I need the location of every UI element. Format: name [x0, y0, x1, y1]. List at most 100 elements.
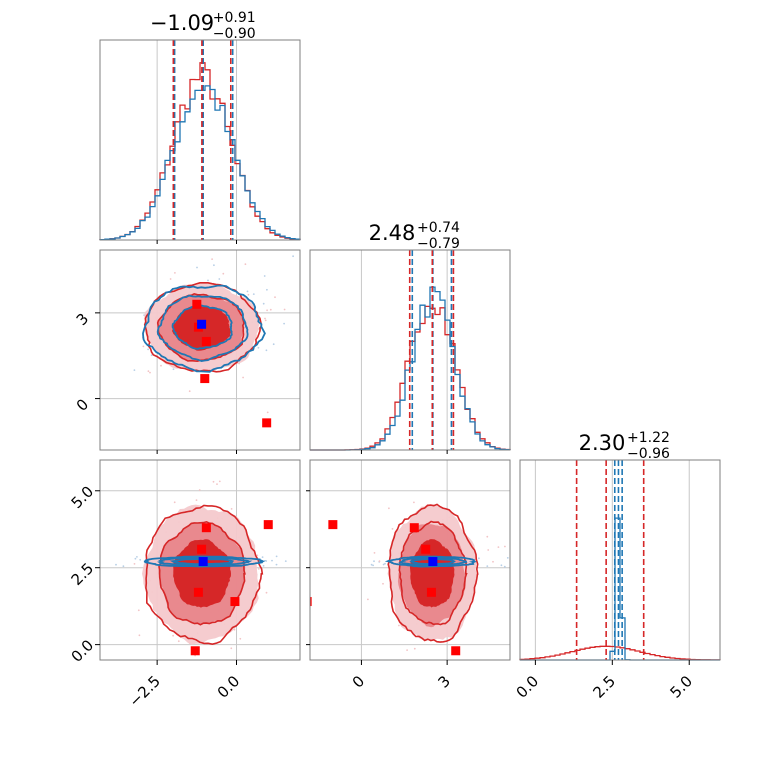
sample-dot [173, 501, 176, 504]
histogram-blue [520, 517, 720, 661]
sample-dot [373, 552, 376, 554]
sample-dot [283, 322, 285, 325]
sample-dot [271, 559, 273, 562]
sample-dot [174, 272, 176, 274]
blue-contour-line [398, 556, 468, 567]
truth-marker-red [201, 523, 211, 533]
sample-dot [264, 317, 266, 320]
sample-dot [147, 370, 150, 373]
panel-content [100, 250, 300, 450]
sample-dot [195, 499, 198, 501]
blue-contour-line [171, 304, 233, 350]
sample-dot [177, 640, 180, 643]
sample-dot [147, 348, 150, 351]
truth-marker-red [328, 520, 338, 530]
sample-dot [242, 376, 245, 379]
sample-dot [261, 556, 264, 558]
sample-dot [150, 354, 153, 357]
title-upper-error: +0.91 [213, 10, 256, 26]
x-tick-label: −2.5 [125, 672, 163, 710]
sample-dot [134, 557, 137, 560]
truth-marker-red [200, 374, 210, 384]
panel-frame [99, 39, 301, 241]
sample-dot [266, 411, 269, 414]
sample-dot [188, 390, 191, 393]
sample-dot [257, 568, 260, 570]
x-tick-label: 5.0 [666, 672, 696, 702]
panel-frame [99, 459, 301, 661]
sample-dot [284, 560, 287, 562]
sample-dot [218, 480, 221, 483]
sample-dot [266, 288, 268, 291]
truth-marker-red [193, 587, 203, 597]
truth-marker-red [451, 646, 461, 656]
panel-content [310, 460, 510, 660]
sample-dot [497, 546, 500, 548]
sample-dot [246, 290, 249, 293]
sample-dot [230, 647, 233, 650]
red-contour-line [145, 504, 264, 646]
truth-marker-red [426, 587, 436, 597]
sample-dot [256, 554, 259, 557]
sample-dot [274, 296, 276, 299]
sample-dot [244, 263, 247, 266]
sample-dot [239, 637, 242, 640]
sample-dot [500, 564, 503, 567]
sample-dot [263, 275, 266, 277]
sample-dot [252, 293, 255, 295]
sample-dot [504, 545, 506, 548]
blue-contour-line [409, 558, 456, 565]
panel-frame [309, 459, 511, 661]
sample-dot [487, 549, 490, 551]
sample-dot [372, 564, 374, 567]
x-tick-label: 3 [434, 672, 453, 691]
title-lower-error: −0.96 [627, 446, 670, 462]
blue-contour-line [143, 555, 267, 568]
sample-dot [196, 266, 198, 269]
joint-panel-p1-p2 [309, 459, 511, 661]
title-lower-error: −0.79 [417, 236, 460, 252]
sample-dot [492, 560, 494, 563]
sample-dot [391, 528, 394, 530]
panel-title-p1: 2.48 [369, 221, 416, 245]
sample-dot [373, 560, 375, 563]
y-tick-label: 0 [73, 395, 92, 414]
panel-frame [309, 249, 511, 451]
histogram-blue [99, 85, 301, 241]
title-lower-error: −0.90 [213, 26, 256, 42]
sample-dot [262, 302, 265, 305]
sample-dot [169, 278, 172, 280]
sample-dot [398, 624, 400, 627]
marginal-panel-p0: −1.09+0.91−0.90 [99, 10, 301, 241]
panel-title-p0: −1.09 [150, 11, 214, 35]
sample-dot [275, 563, 278, 566]
sample-dot [275, 555, 278, 558]
sample-dot [382, 582, 384, 585]
sample-dot [406, 649, 408, 651]
truth-marker-red [263, 520, 273, 530]
histogram-red [519, 645, 721, 661]
truth-marker-red [262, 418, 272, 428]
sample-dot [211, 258, 214, 260]
truth-marker-red [190, 646, 200, 656]
sample-dot [133, 563, 136, 565]
sample-dot [264, 319, 267, 322]
red-contour-line [158, 521, 246, 626]
blue-contour-line [142, 284, 266, 373]
sample-dot [486, 535, 489, 538]
sample-dot [216, 483, 218, 485]
sample-dot [149, 371, 151, 374]
truth-marker-blue [197, 319, 207, 329]
sample-dot [262, 565, 265, 567]
truth-marker-red [230, 597, 240, 607]
sample-dot [367, 598, 369, 601]
sample-dot [413, 501, 415, 504]
x-tick-label: 2.5 [590, 672, 620, 702]
sample-dot [257, 346, 260, 349]
truth-marker-red [310, 597, 312, 607]
sample-dot [212, 480, 215, 483]
sample-dot [122, 565, 125, 568]
sample-dot [213, 264, 215, 267]
title-upper-error: +1.22 [627, 430, 670, 446]
sample-dot [506, 557, 509, 559]
